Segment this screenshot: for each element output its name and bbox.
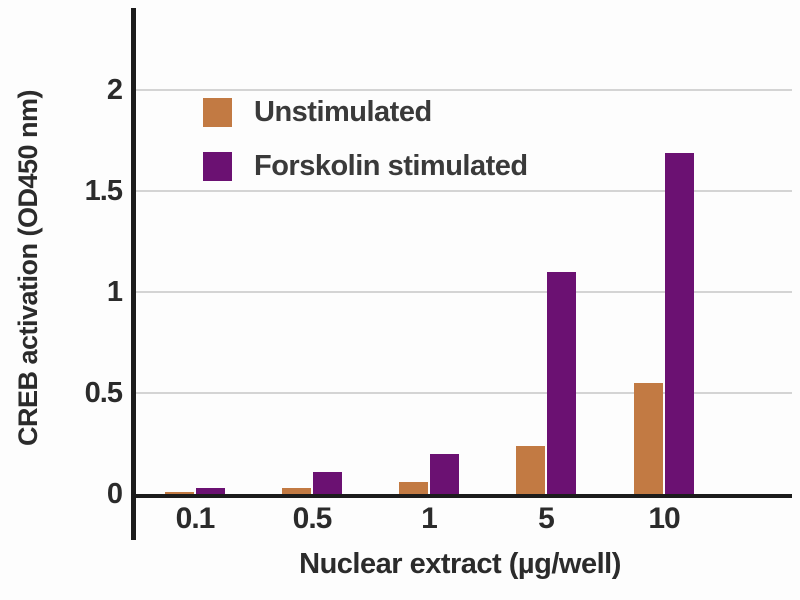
x-tick-label: 0.1	[175, 502, 216, 535]
y-axis-title: CREB activation (OD450 nm)	[13, 89, 43, 447]
bar-unstimulated-5	[516, 446, 545, 494]
y-axis-line	[131, 8, 136, 540]
legend-label-forskolin-stimulated: Forskolin stimulated	[254, 150, 528, 182]
bar-unstimulated-0.5	[282, 488, 311, 494]
x-axis-title: Nuclear extract (µg/well)	[299, 548, 621, 580]
x-tick-label: 0.5	[292, 502, 333, 535]
bar-forskolin-stimulated-0.5	[313, 472, 342, 494]
x-tick-label: 10	[648, 502, 680, 535]
legend-swatch-unstimulated	[203, 98, 232, 127]
bar-unstimulated-1	[399, 482, 428, 494]
legend-item-unstimulated: Unstimulated	[203, 96, 528, 129]
bar-forskolin-stimulated-10	[665, 153, 694, 494]
legend: Unstimulated Forskolin stimulated	[203, 96, 528, 204]
x-axis-line	[131, 494, 792, 498]
y-tick-label: 0	[106, 478, 123, 510]
gridline	[136, 190, 792, 192]
bar-unstimulated-0.1	[165, 492, 194, 494]
x-tick-label: 5	[538, 502, 555, 535]
bar-forskolin-stimulated-1	[430, 454, 459, 494]
y-tick-label: 1	[106, 276, 123, 308]
bar-forskolin-stimulated-0.1	[196, 488, 225, 494]
gridline	[136, 291, 792, 293]
legend-swatch-forskolin-stimulated	[203, 152, 232, 181]
gridline	[136, 89, 792, 91]
y-tick-label: 2	[106, 74, 123, 106]
bar-forskolin-stimulated-5	[547, 272, 576, 494]
x-tick-label: 1	[421, 502, 438, 535]
y-tick-label: 1.5	[84, 175, 123, 207]
legend-item-forskolin-stimulated: Forskolin stimulated	[203, 150, 528, 183]
gridline	[136, 392, 792, 394]
legend-label-unstimulated: Unstimulated	[254, 96, 432, 128]
bar-unstimulated-10	[634, 383, 663, 494]
y-tick-label: 0.5	[84, 377, 123, 409]
